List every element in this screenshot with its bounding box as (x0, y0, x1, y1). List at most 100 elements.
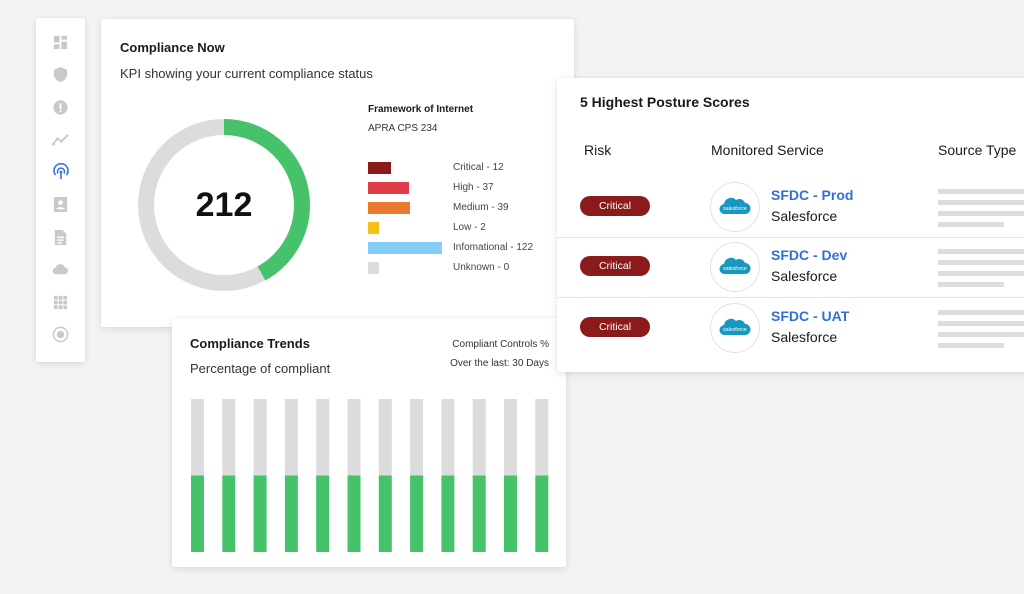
sidebar-items (36, 26, 85, 351)
legend-label: Medium - 39 (453, 202, 509, 213)
trend-bar-compliant (191, 475, 204, 552)
sidebar-item-alert[interactable] (36, 91, 85, 124)
risk-badge: Critical (580, 196, 650, 216)
sidebar-item-report[interactable] (36, 319, 85, 352)
trend-bar-remaining (472, 399, 486, 476)
trend-bar-remaining (191, 399, 204, 476)
service-name-link[interactable]: SFDC - UAT (771, 308, 850, 324)
legend-row: Critical - 12 (368, 162, 568, 174)
source-type-placeholder (938, 310, 1024, 354)
sidebar-item-apps-grid[interactable] (36, 286, 85, 319)
sidebar-item-contact-card[interactable] (36, 189, 85, 222)
trends-range-selector[interactable]: Over the last: 30 Days (450, 358, 549, 369)
legend-bar (368, 262, 379, 274)
trend-bar-remaining (441, 399, 455, 476)
compliance-trends-title: Compliance Trends (190, 336, 310, 351)
salesforce-logo-text: salesforce (723, 206, 747, 212)
trend-bar-remaining (378, 399, 392, 476)
column-header-risk[interactable]: Risk (584, 142, 612, 158)
report-icon (52, 326, 69, 343)
compliance-donut (138, 119, 310, 291)
risk-badge: Critical (580, 256, 650, 276)
posture-scores-card: 5 Highest Posture Scores Risk Monitored … (557, 78, 1024, 372)
sidebar-item-dashboard[interactable] (36, 26, 85, 59)
column-header-service[interactable]: Monitored Service (711, 142, 824, 158)
trend-bar-remaining (222, 399, 236, 476)
salesforce-logo-text: salesforce (723, 327, 747, 333)
service-type: Salesforce (771, 208, 838, 224)
trend-bar-remaining (504, 399, 517, 476)
trend-bar-compliant (253, 475, 267, 552)
sidebar-item-document[interactable] (36, 221, 85, 254)
trend-bar-compliant (222, 475, 236, 552)
trend-bar-compliant (347, 475, 361, 552)
risk-badge: Critical (580, 317, 650, 337)
salesforce-logo-icon: salesforce (710, 242, 760, 292)
legend-row: High - 37 (368, 182, 568, 194)
trend-bar-remaining (347, 399, 361, 476)
kpi-value: 212 (195, 185, 253, 224)
radar-icon (52, 163, 69, 180)
sidebar-nav (36, 18, 85, 362)
alert-icon (53, 100, 68, 115)
cloud-icon (52, 264, 69, 275)
compliance-trends-subtitle: Percentage of compliant (190, 361, 331, 376)
legend-bar (368, 162, 391, 174)
legend-bar (368, 202, 410, 214)
apps-grid-icon (53, 295, 68, 309)
shield-icon (53, 67, 68, 83)
table-row[interactable]: Critical salesforce SFDC - Prod Salesforce (557, 177, 1024, 238)
table-row[interactable]: Critical salesforce SFDC - Dev Salesforce (557, 237, 1024, 298)
legend-label: Critical - 12 (453, 162, 504, 173)
trend-bar-compliant (441, 475, 455, 552)
trend-bar-remaining (316, 399, 330, 476)
dashboard-icon (53, 35, 68, 49)
service-type: Salesforce (771, 268, 838, 284)
legend-row: Infomational - 122 (368, 242, 568, 254)
sidebar-item-shield[interactable] (36, 59, 85, 92)
trends-metric-label: Compliant Controls % (452, 339, 549, 350)
compliance-now-subtitle: KPI showing your current compliance stat… (120, 66, 373, 81)
sidebar-item-cloud[interactable] (36, 254, 85, 287)
trend-bar-remaining (253, 399, 267, 476)
trend-bar-compliant (535, 475, 549, 552)
service-type: Salesforce (771, 329, 838, 345)
trend-bar-compliant (378, 475, 392, 552)
service-name-link[interactable]: SFDC - Dev (771, 247, 848, 263)
salesforce-logo-text: salesforce (723, 266, 747, 272)
trend-bar-remaining (284, 399, 298, 476)
legend-row: Low - 2 (368, 222, 568, 234)
table-row[interactable]: Critical salesforce SFDC - UAT Salesforce (557, 298, 1024, 358)
compliance-trends-card: Compliance Trends Percentage of complian… (172, 318, 566, 567)
legend-bar (368, 222, 379, 234)
trend-icon (52, 134, 69, 146)
trend-bar-remaining (410, 399, 424, 476)
source-type-placeholder (938, 249, 1024, 293)
sidebar-item-trend[interactable] (36, 124, 85, 157)
legend-bar (368, 182, 409, 194)
legend-label: Infomational - 122 (453, 242, 534, 253)
column-header-source-type[interactable]: Source Type (938, 142, 1017, 158)
legend-label: Unknown - 0 (453, 262, 510, 273)
document-icon (54, 229, 67, 245)
compliance-now-title: Compliance Now (120, 40, 225, 55)
legend-label: High - 37 (453, 182, 494, 193)
posture-scores-title: 5 Highest Posture Scores (580, 94, 750, 110)
trend-bar-compliant (284, 475, 298, 552)
sidebar-item-radar[interactable] (36, 156, 85, 189)
trend-bar-remaining (535, 399, 549, 476)
salesforce-logo-icon: salesforce (710, 303, 760, 353)
service-name-link[interactable]: SFDC - Prod (771, 187, 854, 203)
compliance-now-card: Compliance Now KPI showing your current … (101, 19, 574, 327)
salesforce-logo-icon: salesforce (710, 182, 760, 232)
contact-card-icon (53, 197, 68, 213)
legend-label: Low - 2 (453, 222, 486, 233)
legend-row: Unknown - 0 (368, 262, 568, 274)
compliance-trend-chart (191, 399, 549, 552)
trend-bar-compliant (472, 475, 486, 552)
trend-bar-compliant (504, 475, 517, 552)
trend-bar-compliant (316, 475, 330, 552)
legend-bar (368, 242, 442, 254)
legend-row: Medium - 39 (368, 202, 568, 214)
framework-name: APRA CPS 234 (368, 123, 438, 134)
